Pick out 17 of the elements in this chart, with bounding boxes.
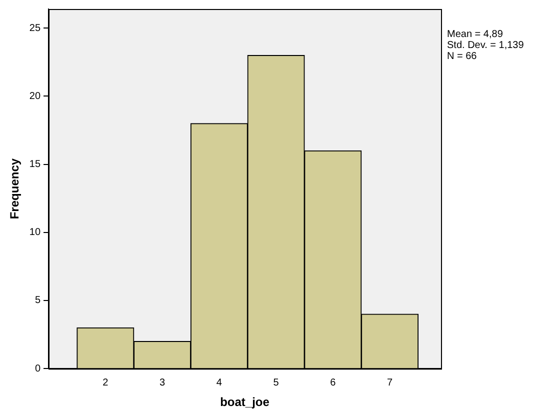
y-tick-label: 5 [34,295,41,306]
y-tick-label: 10 [29,227,41,238]
x-tick-label: 2 [102,377,109,388]
x-axis-title: boat_joe [220,395,270,410]
y-tick-label: 15 [29,159,41,170]
x-tick-label: 3 [160,377,166,388]
text: N = 66 [447,50,478,62]
x-tick-label: 5 [273,377,280,388]
x-tick-label: 7 [387,377,394,388]
x-tick-label: 6 [330,377,336,388]
text: Mean = 4,89 [447,28,504,40]
x-tick-label: 4 [216,377,222,388]
text: Std. Dev. = 1,139 [447,40,524,51]
y-tick-label: 25 [29,22,41,34]
y-tick-label: 20 [29,90,41,102]
y-axis-title: Frequency [8,158,22,220]
y-tick-label: 0 [34,363,41,374]
